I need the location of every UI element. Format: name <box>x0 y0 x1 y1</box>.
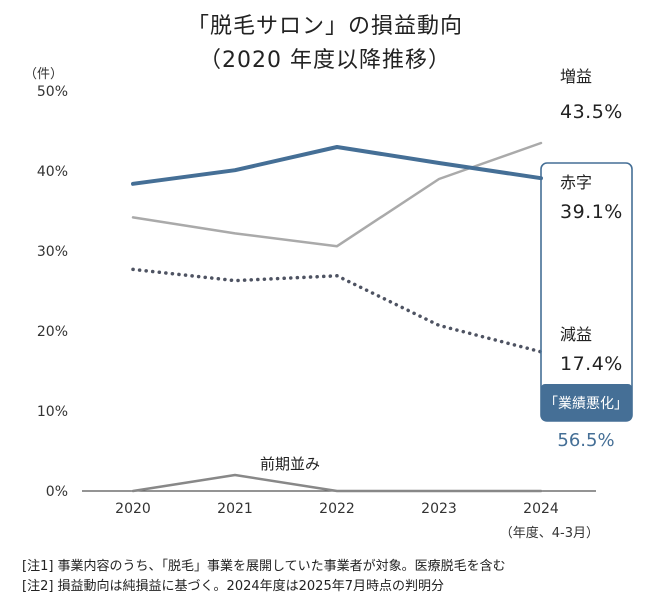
series-value-increase: 43.5% <box>560 101 623 123</box>
y-axis-label: （件） <box>24 67 63 82</box>
series-value-deficit: 39.1% <box>560 201 623 223</box>
x-tick-label: 2023 <box>421 501 457 517</box>
y-tick-label: 10% <box>37 404 68 420</box>
series-name-flat: 前期並み <box>260 455 320 473</box>
series-name-decrease: 減益 <box>560 325 592 344</box>
x-axis-label: （年度、4-3月） <box>500 525 599 541</box>
footnote-1: [注1] 事業内容のうち、「脱毛」事業を展開していた事業者が対象。医療脱毛を含む <box>22 559 506 574</box>
chart-title-line1: 「脱毛サロン」の損益動向 <box>186 14 463 39</box>
y-tick-label: 20% <box>37 324 68 340</box>
y-tick-label: 50% <box>37 84 68 100</box>
chart-title-line2: （2020 年度以降推移） <box>199 48 451 73</box>
x-tick-label: 2021 <box>217 501 253 517</box>
series-line-decrease <box>131 267 543 354</box>
x-tick-label: 2024 <box>523 501 559 517</box>
y-tick-label: 0% <box>46 484 68 500</box>
series-name-increase: 増益 <box>560 67 592 86</box>
series-line-flat <box>131 473 543 493</box>
y-tick-label: 40% <box>37 164 68 180</box>
series-name-deficit: 赤字 <box>560 173 592 192</box>
footnote-2: [注2] 損益動向は純損益に基づく。2024年度は2025年7月時点の判明分 <box>22 579 444 594</box>
callout-badge <box>541 384 632 421</box>
series-line-increase <box>131 141 543 248</box>
callout-label: 「業績悪化」 <box>544 396 628 412</box>
y-tick-label: 30% <box>37 244 68 260</box>
series-value-decrease: 17.4% <box>560 353 623 375</box>
x-tick-label: 2022 <box>319 501 355 517</box>
series-line-deficit <box>131 145 543 186</box>
callout-value: 56.5% <box>557 430 614 451</box>
x-tick-label: 2020 <box>115 501 151 517</box>
